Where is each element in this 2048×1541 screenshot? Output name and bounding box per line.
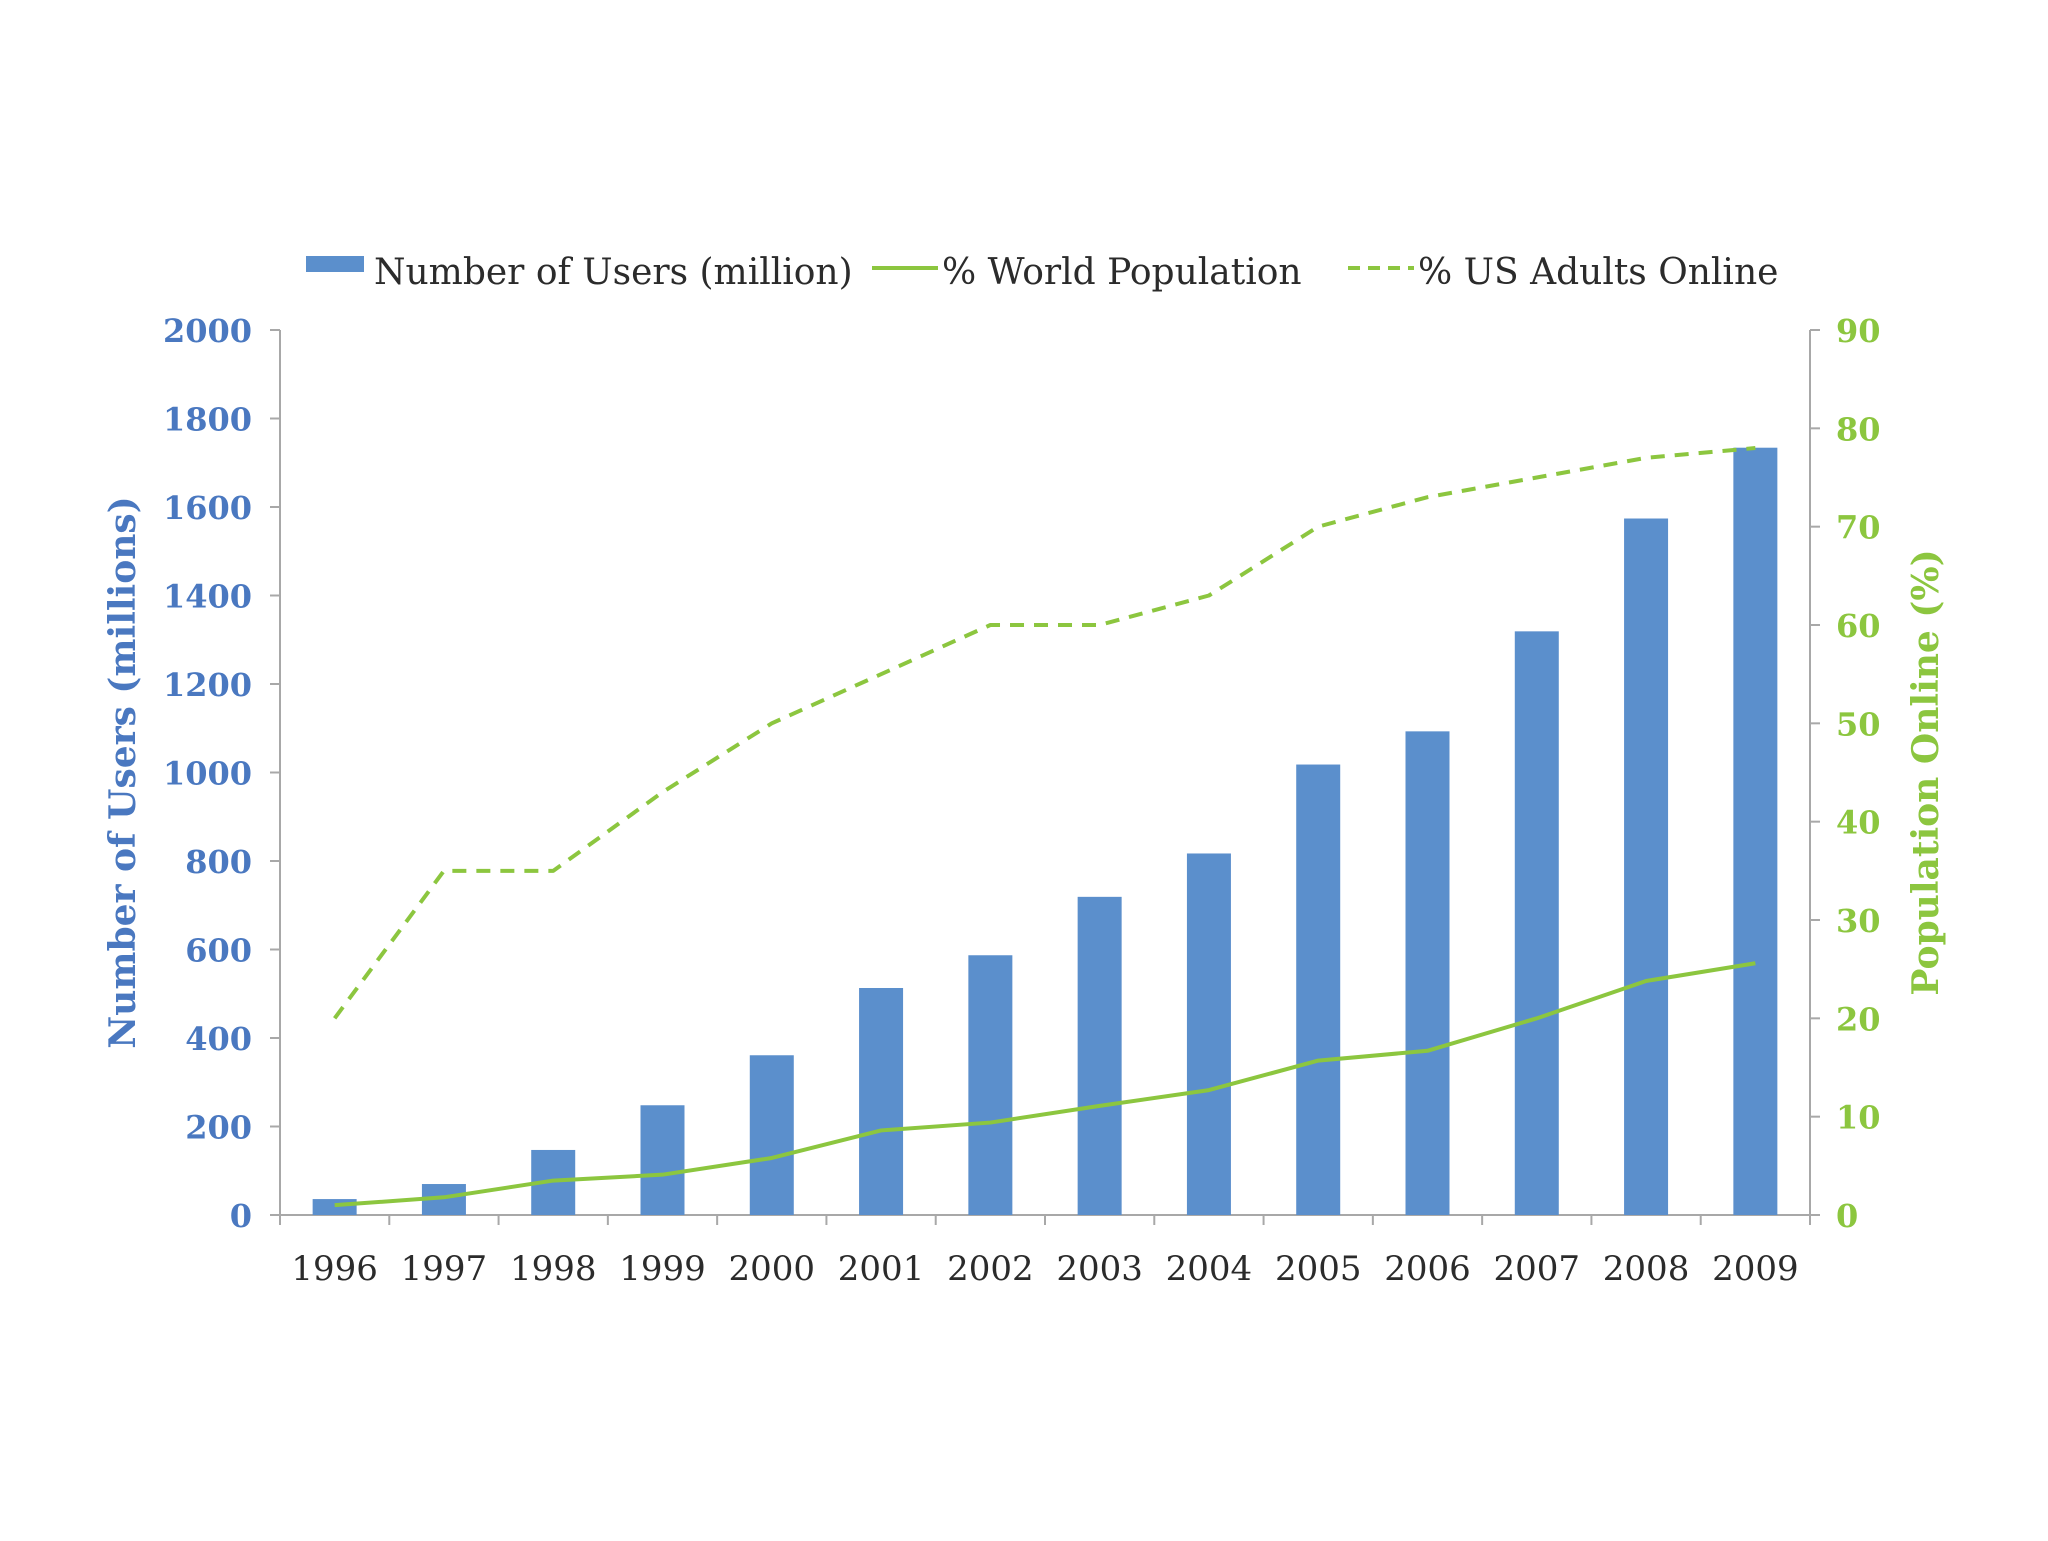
y-left-tick-label: 600 <box>185 932 252 970</box>
y-right-tick-label: 10 <box>1836 1099 1881 1137</box>
x-tick-label: 2005 <box>1275 1249 1362 1289</box>
x-tick-label: 1997 <box>401 1249 488 1289</box>
line-us-adults-online <box>333 446 1756 1020</box>
x-tick-label: 2008 <box>1603 1249 1690 1289</box>
x-tick-label: 1999 <box>619 1249 706 1289</box>
y-left-tick-label: 800 <box>185 843 252 881</box>
bar-users-2002 <box>968 955 1013 1215</box>
x-tick-label: 2003 <box>1056 1249 1143 1289</box>
x-tick-label: 1996 <box>291 1249 378 1289</box>
y-axis-left-title: Number of Users (millions) <box>102 496 144 1048</box>
y-left-tick-label: 1600 <box>163 489 252 527</box>
y-left-tick-label: 0 <box>230 1197 252 1235</box>
bar-users-2005 <box>1296 764 1341 1215</box>
y-right-tick-label: 90 <box>1836 312 1881 350</box>
y-right-tick-label: 70 <box>1836 509 1881 547</box>
bars-group <box>312 447 1778 1216</box>
bar-users-2006 <box>1405 731 1450 1215</box>
y-right-tick-label: 30 <box>1836 902 1881 940</box>
bar-users-1999 <box>640 1105 685 1215</box>
x-tick-label: 1998 <box>510 1249 597 1289</box>
y-right-tick-label: 0 <box>1836 1197 1858 1235</box>
bar-users-1996 <box>312 1199 357 1215</box>
x-tick-label: 2004 <box>1166 1249 1253 1289</box>
x-tick-label: 2002 <box>947 1249 1034 1289</box>
legend: Number of Users (million) % World Populat… <box>306 252 1778 293</box>
x-tick-label: 2000 <box>729 1249 816 1289</box>
bar-users-2003 <box>1077 896 1122 1215</box>
x-tick-label: 2006 <box>1384 1249 1471 1289</box>
bar-users-2008 <box>1624 518 1669 1215</box>
y-left-tick-label: 2000 <box>163 312 252 350</box>
bar-users-2000 <box>749 1055 794 1215</box>
bar-users-2007 <box>1514 631 1559 1215</box>
y-right-tick-label: 50 <box>1836 705 1881 743</box>
y-right-tick-label: 80 <box>1836 410 1881 448</box>
axes-group: 0 200 400 600 800 1000 1200 1400 1600 1800 2000 0 10… <box>102 312 1947 1289</box>
y-left-tick-label: 200 <box>185 1109 252 1147</box>
y-right-tick-label: 20 <box>1836 1000 1881 1038</box>
lines-group <box>333 446 1756 1208</box>
x-tick-label: 2001 <box>838 1249 925 1289</box>
bar-users-2009 <box>1733 447 1778 1216</box>
legend-label-us: % US Adults Online <box>1418 252 1778 293</box>
y-axis-right-title: Population Online (%) <box>1905 549 1947 995</box>
legend-label-world: % World Population <box>942 252 1302 293</box>
legend-label-users: Number of Users (million) <box>374 252 853 293</box>
y-left-tick-label: 400 <box>185 1020 252 1058</box>
x-tick-label: 2007 <box>1494 1249 1581 1289</box>
y-left-tick-label: 1400 <box>163 578 252 616</box>
x-tick-label: 2009 <box>1712 1249 1799 1289</box>
line-world-population <box>334 961 1756 1208</box>
legend-swatch-users <box>306 256 364 272</box>
y-left-tick-label: 1200 <box>163 666 252 704</box>
y-left-tick-label: 1000 <box>163 755 252 793</box>
y-right-tick-label: 40 <box>1836 804 1881 842</box>
bar-users-2001 <box>859 987 904 1215</box>
bar-users-2004 <box>1186 853 1231 1215</box>
y-left-tick-label: 1800 <box>163 401 252 439</box>
y-right-tick-label: 60 <box>1836 607 1881 645</box>
